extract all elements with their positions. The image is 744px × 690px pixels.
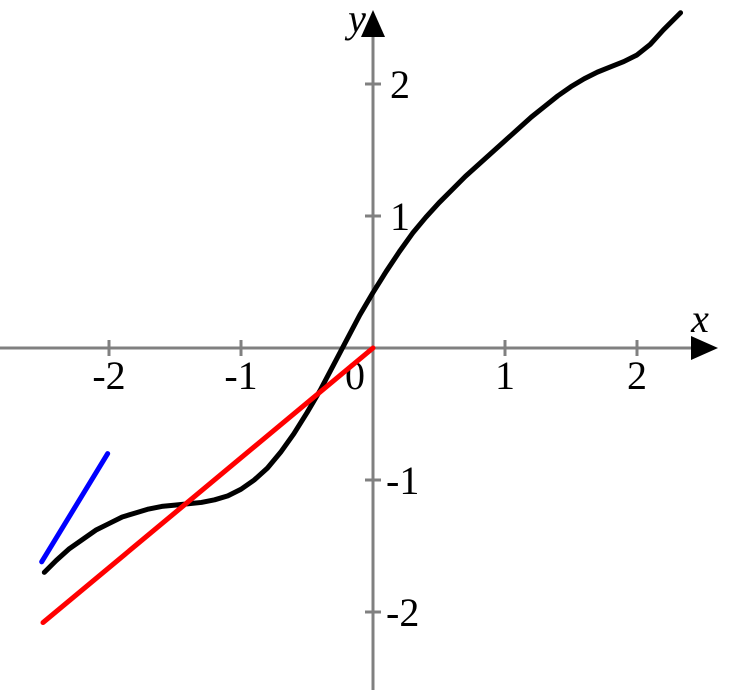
blue-tangent-line	[39, 451, 111, 565]
y-tick-label-pos1: 1	[390, 194, 410, 239]
x-tick-label-neg1: -1	[224, 353, 257, 398]
red-tangent-line	[40, 345, 376, 626]
y-tick-label-pos2: 2	[390, 62, 410, 107]
x-tick-label-neg2: -2	[92, 353, 125, 398]
y-tick-label-neg2: -2	[386, 590, 419, 635]
x-tick-label-pos2: 2	[627, 353, 647, 398]
x-axis-label: x	[690, 296, 709, 341]
y-tick-label-neg1: -1	[386, 458, 419, 503]
y-axis-label: y	[344, 0, 366, 41]
function-curve	[41, 10, 684, 575]
x-tick-label-pos1: 1	[495, 353, 515, 398]
